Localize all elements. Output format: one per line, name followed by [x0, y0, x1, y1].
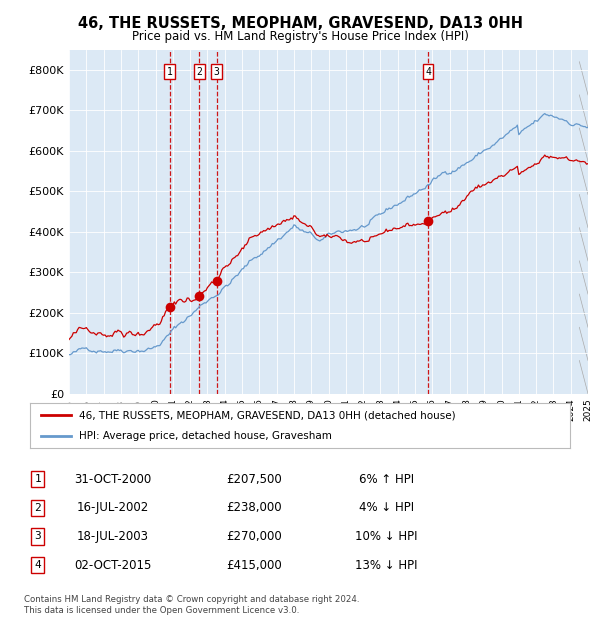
- Text: 4% ↓ HPI: 4% ↓ HPI: [359, 502, 414, 514]
- Text: 02-OCT-2015: 02-OCT-2015: [74, 559, 151, 572]
- Text: Price paid vs. HM Land Registry's House Price Index (HPI): Price paid vs. HM Land Registry's House …: [131, 30, 469, 43]
- Text: £270,000: £270,000: [226, 530, 282, 543]
- Text: 6% ↑ HPI: 6% ↑ HPI: [359, 472, 414, 485]
- Text: 46, THE RUSSETS, MEOPHAM, GRAVESEND, DA13 0HH (detached house): 46, THE RUSSETS, MEOPHAM, GRAVESEND, DA1…: [79, 410, 455, 420]
- Text: 46, THE RUSSETS, MEOPHAM, GRAVESEND, DA13 0HH: 46, THE RUSSETS, MEOPHAM, GRAVESEND, DA1…: [77, 16, 523, 30]
- Text: 4: 4: [425, 67, 431, 77]
- Text: 1: 1: [35, 474, 41, 484]
- Text: HPI: Average price, detached house, Gravesham: HPI: Average price, detached house, Grav…: [79, 430, 331, 441]
- Text: 1: 1: [167, 67, 173, 77]
- Text: £238,000: £238,000: [226, 502, 282, 514]
- Text: Contains HM Land Registry data © Crown copyright and database right 2024.
This d: Contains HM Land Registry data © Crown c…: [24, 595, 359, 614]
- Text: 16-JUL-2002: 16-JUL-2002: [77, 502, 149, 514]
- Text: 3: 3: [35, 531, 41, 541]
- Text: 13% ↓ HPI: 13% ↓ HPI: [355, 559, 418, 572]
- Text: 2: 2: [35, 503, 41, 513]
- Text: £415,000: £415,000: [226, 559, 282, 572]
- Text: 18-JUL-2003: 18-JUL-2003: [77, 530, 149, 543]
- Text: 4: 4: [35, 560, 41, 570]
- Text: 10% ↓ HPI: 10% ↓ HPI: [355, 530, 418, 543]
- Text: £207,500: £207,500: [226, 472, 282, 485]
- Text: 31-OCT-2000: 31-OCT-2000: [74, 472, 151, 485]
- Text: 2: 2: [197, 67, 202, 77]
- Text: 3: 3: [214, 67, 220, 77]
